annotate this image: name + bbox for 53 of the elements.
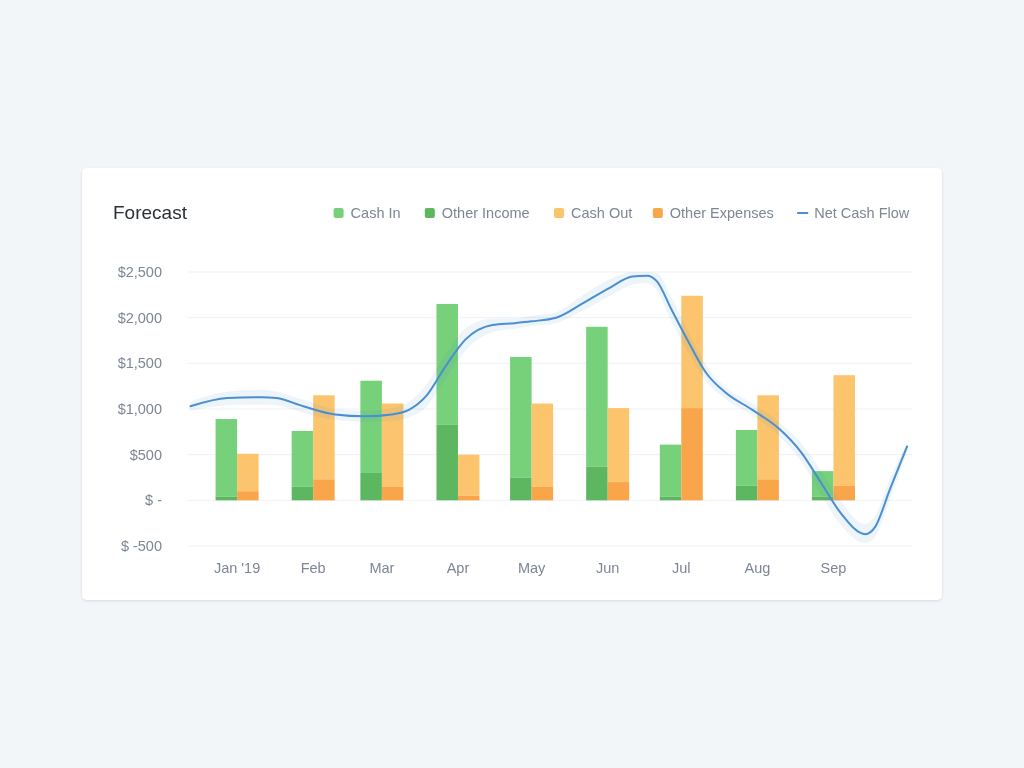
bar: [586, 326, 608, 467]
bar: [757, 395, 779, 480]
y-tick-label: $2,000: [117, 309, 162, 326]
bar: [291, 430, 314, 487]
y-tick-label: $ -: [145, 492, 163, 509]
bar: [237, 453, 259, 492]
legend-label: Other Expenses: [669, 205, 774, 221]
legend-label: Net Cash Flow: [814, 205, 910, 221]
y-tick-label: $2,500: [117, 264, 162, 281]
x-tick-label: Feb: [300, 560, 326, 576]
y-tick-label: $1,000: [117, 401, 162, 418]
bar: [381, 486, 404, 501]
bar: [510, 356, 532, 478]
bar: [607, 408, 630, 483]
legend-label: Other Income: [441, 205, 530, 221]
bar: [833, 375, 855, 486]
bar: [681, 408, 703, 501]
bar: [436, 424, 458, 501]
bar: [510, 477, 532, 501]
bar: [833, 485, 855, 501]
x-tick-label: Mar: [369, 560, 395, 576]
bar: [436, 303, 458, 425]
bar: [531, 403, 554, 487]
x-tick-label: May: [517, 560, 547, 576]
bar: [360, 472, 382, 501]
bar: [313, 479, 335, 501]
bar: [735, 430, 758, 486]
bar: [607, 482, 630, 501]
y-tick-label: $500: [129, 446, 162, 463]
y-tick-label: $ -500: [120, 538, 162, 555]
x-tick-label: Sep: [820, 560, 847, 576]
chart-title: Forecast: [113, 202, 188, 223]
bar: [291, 486, 314, 501]
bar: [313, 395, 335, 480]
bar: [659, 444, 682, 497]
bar: [757, 479, 779, 501]
bar: [735, 485, 758, 501]
bar: [237, 491, 259, 501]
bar: [457, 454, 480, 496]
x-tick-label: Aug: [744, 560, 771, 576]
x-tick-label: Jul: [672, 560, 691, 576]
bar: [586, 466, 608, 501]
bar: [215, 419, 238, 497]
y-tick-label: $1,500: [117, 355, 162, 372]
bar: [681, 295, 703, 409]
bar: [360, 380, 382, 473]
x-tick-label: Jan '19: [213, 560, 261, 576]
x-tick-label: Jun: [595, 560, 620, 576]
legend-label: Cash In: [350, 205, 401, 221]
legend-label: Cash Out: [571, 205, 633, 221]
x-tick-label: Apr: [446, 560, 470, 576]
bar: [531, 486, 554, 501]
bar: [381, 403, 404, 487]
